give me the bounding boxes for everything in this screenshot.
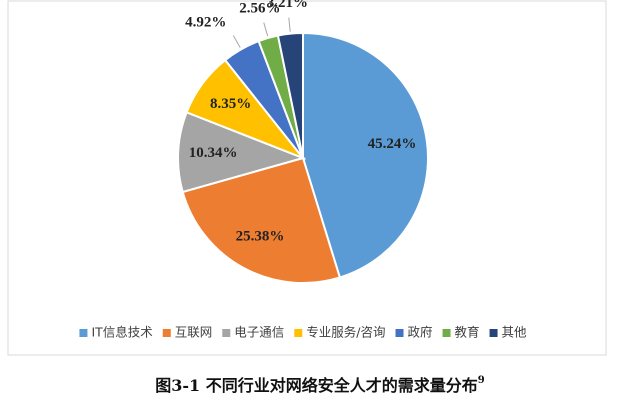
pie-slice <box>177 110 307 194</box>
data-label: 3.21% <box>267 0 308 11</box>
legend-label: 政府 <box>408 325 433 340</box>
legend-swatch <box>489 329 498 337</box>
data-label: 45.24% <box>368 136 417 152</box>
legend-label: 其他 <box>502 325 528 340</box>
chart-title: 图3-1 不同行业对网络安全人才的需求量分布9 <box>155 375 484 395</box>
legend-swatch <box>442 329 451 337</box>
title-superscript: 9 <box>478 375 485 386</box>
legend-swatch <box>222 329 231 337</box>
legend-label: 电子通信 <box>234 325 284 340</box>
legend-swatch <box>294 329 303 337</box>
leader-line <box>263 22 269 37</box>
legend-label: IT信息技术 <box>91 325 153 340</box>
pie-slice <box>302 31 429 279</box>
legend-label: 互联网 <box>175 325 213 340</box>
legend-label: 教育 <box>455 325 480 340</box>
legend-swatch <box>79 329 88 337</box>
pie-slice <box>181 156 342 284</box>
legend-label: 专业服务/咨询 <box>306 325 385 340</box>
data-label: 10.34% <box>189 145 238 161</box>
legend-swatch <box>162 329 171 337</box>
title-text: 图3-1 不同行业对网络安全人才的需求量分布 <box>155 376 477 395</box>
data-label: 25.38% <box>236 228 285 244</box>
data-label: 2.56% <box>239 1 280 17</box>
legend-swatch <box>395 329 404 337</box>
data-label: 4.92% <box>185 15 226 31</box>
leader-line <box>232 35 241 48</box>
leader-line <box>288 17 291 32</box>
data-label: 8.35% <box>210 96 251 112</box>
pie-slice <box>276 31 304 159</box>
